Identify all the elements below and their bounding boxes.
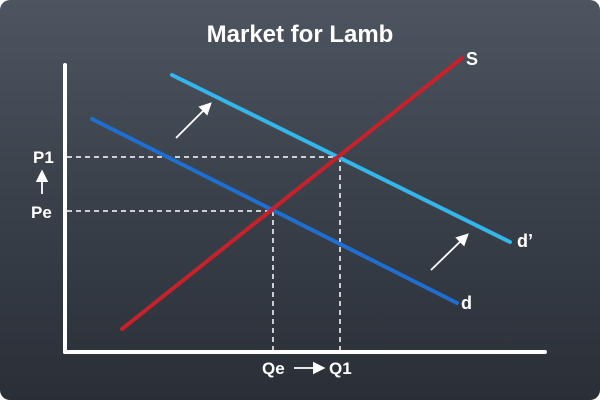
pe-label: Pe <box>31 203 52 222</box>
demand-label: d <box>461 293 472 313</box>
qe-label: Qe <box>262 359 285 378</box>
chart-title: Market for Lamb <box>206 21 394 48</box>
demand-curve-shifted <box>170 73 512 244</box>
supply-curve <box>120 56 464 331</box>
arrow-up-right-icon <box>175 102 212 139</box>
demand-curve <box>90 117 459 305</box>
q1-label: Q1 <box>329 359 352 378</box>
p1-label: P1 <box>33 148 54 167</box>
supply-label: S <box>466 49 478 69</box>
demand-shifted-label: d’ <box>517 231 533 251</box>
arrow-up-right-icon <box>430 233 469 271</box>
